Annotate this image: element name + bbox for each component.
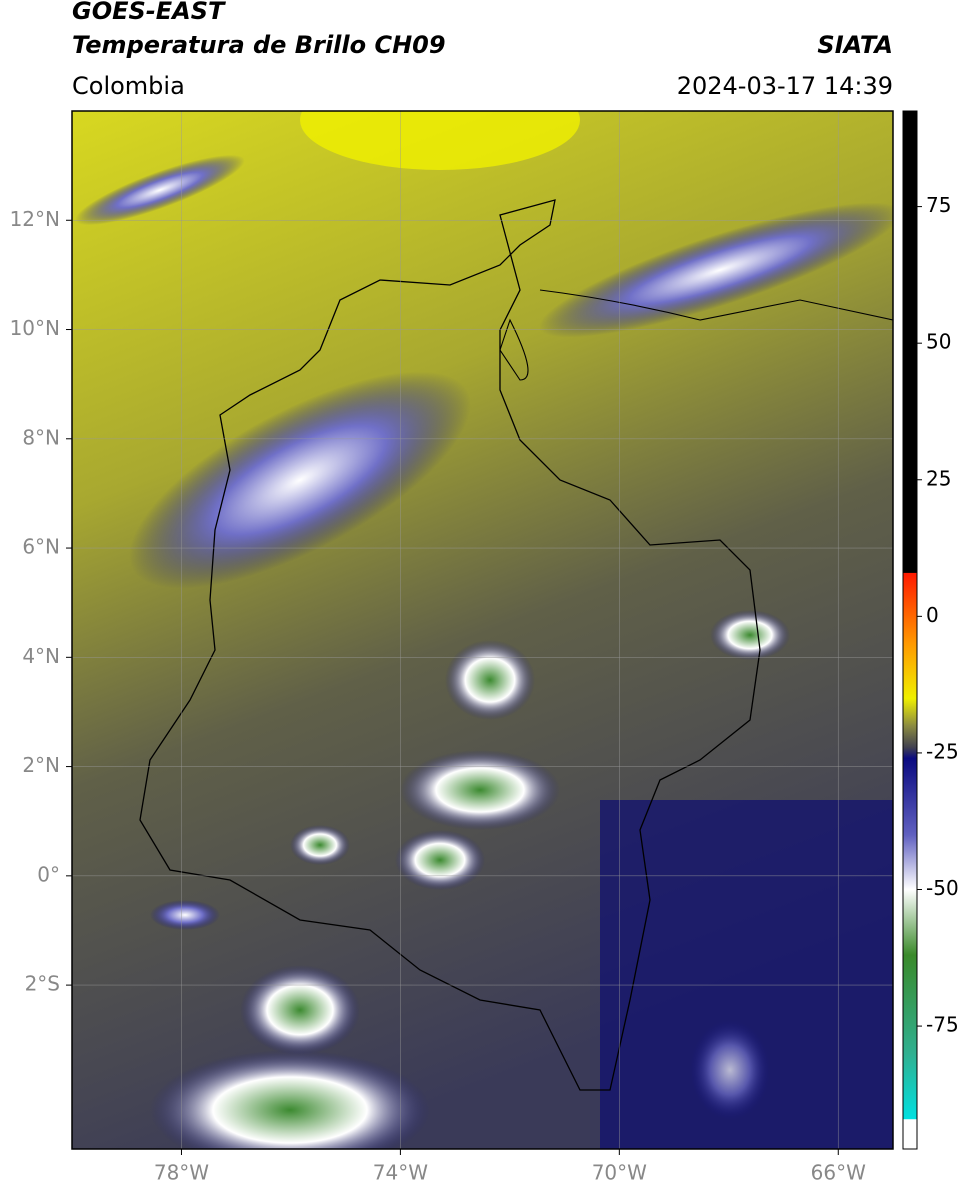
y-tick-label: 8°N xyxy=(22,425,60,449)
y-tick-label: 2°N xyxy=(22,753,60,777)
x-tick-label: 74°W xyxy=(373,1161,428,1185)
colorbar-tick-label: -75 xyxy=(926,1013,959,1037)
y-tick-label: 4°N xyxy=(22,644,60,668)
colorbar-tick-label: 50 xyxy=(926,330,951,354)
map-frame xyxy=(71,110,894,1150)
colorbar-tick-label: 75 xyxy=(926,193,951,217)
subtitle: Temperatura de Brillo CH09 xyxy=(72,31,446,59)
region: Colombia xyxy=(72,72,185,100)
colorbar-tick-label: -25 xyxy=(926,739,959,763)
y-tick-label: 2°S xyxy=(25,972,60,996)
colorbar xyxy=(902,110,918,1150)
title: GOES-EAST xyxy=(72,0,226,25)
y-tick-label: 6°N xyxy=(22,535,60,559)
x-tick-label: 70°W xyxy=(592,1161,647,1185)
x-tick-label: 66°W xyxy=(811,1161,866,1185)
y-tick-label: 12°N xyxy=(10,207,60,231)
colorbar-tick-label: -50 xyxy=(926,876,959,900)
source: SIATA xyxy=(817,31,893,59)
colorbar-tick-label: 25 xyxy=(926,466,951,490)
colorbar-tick-label: 0 xyxy=(926,603,939,627)
grid xyxy=(72,111,893,1149)
y-tick-label: 0° xyxy=(37,862,60,886)
satellite-image xyxy=(72,111,893,1149)
datetime: 2024-03-17 14:39 xyxy=(677,72,893,100)
y-tick-label: 10°N xyxy=(10,316,60,340)
x-tick-label: 78°W xyxy=(154,1161,209,1185)
